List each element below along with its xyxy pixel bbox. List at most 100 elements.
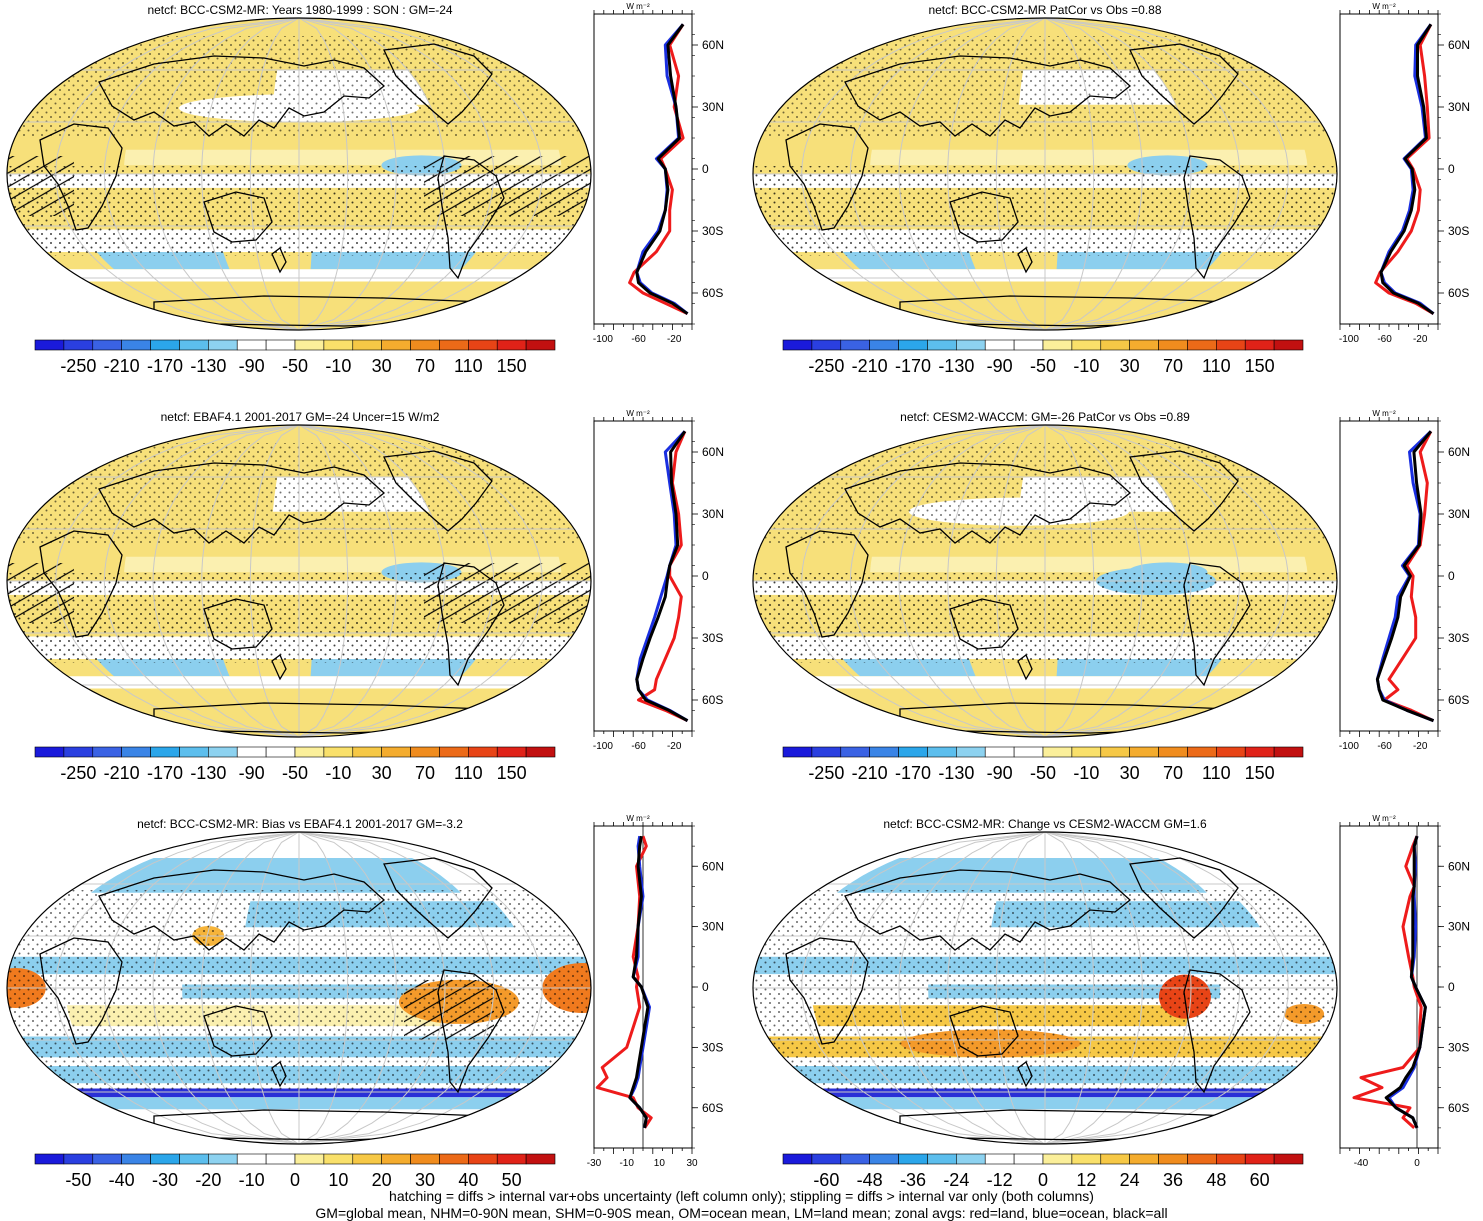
colorbar-box xyxy=(294,1153,325,1165)
colorbar-label: -40 xyxy=(109,1170,135,1190)
x-tick-label: -100 xyxy=(1339,741,1359,752)
colorbar-box xyxy=(1158,746,1188,758)
colorbar: -250 -210 -170 -130 -90 -50 -10 30 70 110 150 xyxy=(782,746,1304,783)
y-tick-label: 0 xyxy=(702,980,709,994)
graticule xyxy=(7,18,591,330)
colorbar-box xyxy=(236,339,267,351)
unit-label: W m⁻² xyxy=(1372,409,1396,418)
map xyxy=(6,831,592,1145)
colorbar-label: -30 xyxy=(152,1170,178,1190)
coastline xyxy=(98,55,386,137)
colorbar-box xyxy=(525,1153,556,1165)
colorbar-label: 30 xyxy=(1120,356,1140,376)
colorbar-box xyxy=(410,746,440,758)
y-tick-label: 60N xyxy=(702,859,724,873)
colorbar-box xyxy=(782,746,813,758)
x-tick-label: -100 xyxy=(593,741,613,752)
longitude-line xyxy=(801,832,1046,1144)
colorbar-box xyxy=(1216,746,1246,758)
longitude-line xyxy=(152,832,300,1144)
coastline xyxy=(271,1060,287,1088)
coastline xyxy=(39,937,123,1045)
colorbar-box xyxy=(439,746,469,758)
colorbar-box xyxy=(956,339,986,351)
hatching xyxy=(7,563,74,623)
colorbar-box xyxy=(898,339,928,351)
colorbar-label: -50 xyxy=(282,763,308,783)
longitude-line xyxy=(55,18,300,330)
colorbar-box xyxy=(294,339,325,351)
colorbar-box xyxy=(92,339,122,351)
colorbar: -250 -210 -170 -130 -90 -50 -10 30 70 110 150 xyxy=(34,339,556,376)
longitude-line xyxy=(801,18,1046,330)
colorbar-label: -10 xyxy=(325,763,351,783)
colorbar-box xyxy=(121,1153,151,1165)
colorbar-label: -250 xyxy=(60,763,96,783)
x-tick-label: -30 xyxy=(587,1158,602,1169)
footer-line-2: GM=global mean, NHM=0-90N mean, SHM=0-90… xyxy=(315,1205,1168,1221)
colorbar-box xyxy=(236,1153,267,1165)
contour-band xyxy=(96,659,230,677)
graticule xyxy=(753,18,1337,330)
longitude-line xyxy=(801,425,1046,737)
y-tick-label: 60S xyxy=(1448,1101,1469,1115)
x-tick-label: -40 xyxy=(1354,1158,1369,1169)
colorbar-label: -130 xyxy=(190,763,226,783)
colorbar-box xyxy=(294,746,325,758)
y-tick-label: 60N xyxy=(1448,445,1470,459)
colorbar-box xyxy=(352,746,382,758)
y-tick-label: 60S xyxy=(1448,693,1469,707)
map-border xyxy=(752,17,1338,331)
colorbar-box xyxy=(1071,746,1102,758)
coastline xyxy=(785,937,869,1045)
colorbar-box xyxy=(811,1153,842,1165)
zonal-line-ocean xyxy=(635,23,689,315)
y-tick-label: 0 xyxy=(1448,569,1455,583)
colorbar-box xyxy=(1187,1153,1217,1165)
colorbar-label: -170 xyxy=(147,356,183,376)
colorbar-box xyxy=(439,1153,469,1165)
y-tick-label: 0 xyxy=(702,162,709,176)
colorbar-label: -10 xyxy=(325,356,351,376)
contour-band xyxy=(1056,252,1222,270)
colorbar-box xyxy=(208,1153,238,1165)
colorbar-box xyxy=(1244,1153,1275,1165)
longitude-line xyxy=(298,425,349,737)
colorbar-label: -50 xyxy=(282,356,308,376)
colorbar-box xyxy=(525,746,556,758)
y-tick-label: 60S xyxy=(702,286,723,300)
colorbar-box xyxy=(179,1153,209,1165)
colorbar-box xyxy=(1100,746,1130,758)
colorbar-label: 48 xyxy=(1206,1170,1226,1190)
colorbar-box xyxy=(352,339,382,351)
colorbar-label: -170 xyxy=(895,763,931,783)
colorbar-label: 30 xyxy=(372,356,392,376)
hatching xyxy=(424,156,591,216)
colorbar-box xyxy=(1273,1153,1304,1165)
colorbar-box xyxy=(1129,1153,1159,1165)
colorbar-box xyxy=(381,339,411,351)
colorbar-box xyxy=(1244,339,1275,351)
coastline xyxy=(1129,43,1239,125)
y-tick-label: 30N xyxy=(1448,507,1470,521)
colorbar-box xyxy=(840,339,870,351)
colorbar-box xyxy=(381,1153,411,1165)
colorbar-label: 30 xyxy=(1120,763,1140,783)
colorbar-box xyxy=(179,339,209,351)
colorbar: -60 -48 -36 -24 -12 0 12 24 36 48 60 xyxy=(782,1153,1304,1190)
zonal-plot: W m⁻² -100 -60 -20 60N 30N 0 30S 60S xyxy=(1339,409,1470,752)
colorbar-label: -10 xyxy=(1073,763,1099,783)
coastline xyxy=(1017,1060,1033,1088)
y-tick-label: 60S xyxy=(702,693,723,707)
colorbar-box xyxy=(1013,746,1044,758)
coastline xyxy=(1183,562,1251,687)
y-tick-label: 60S xyxy=(702,1101,723,1115)
colorbar-label: 70 xyxy=(415,763,435,783)
map-border xyxy=(752,831,1338,1145)
coastline xyxy=(1129,857,1239,939)
x-tick-label: -60 xyxy=(631,741,646,752)
longitude-line xyxy=(201,425,300,737)
unit-label: W m⁻² xyxy=(626,814,650,823)
colorbar-box xyxy=(869,746,899,758)
contour-band xyxy=(310,252,476,270)
